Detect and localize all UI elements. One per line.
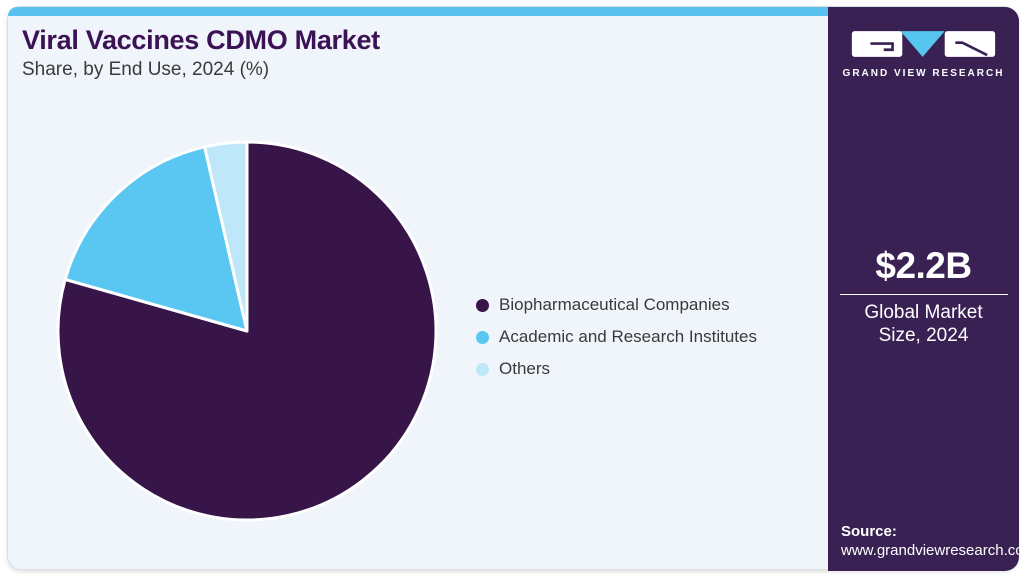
- legend-item: Biopharmaceutical Companies: [476, 289, 757, 321]
- legend-label: Others: [499, 359, 551, 378]
- page-subtitle: Share, by End Use, 2024 (%): [22, 59, 270, 80]
- pie-legend: Biopharmaceutical Companies Academic and…: [476, 289, 757, 385]
- grand-view-research-logo-icon: [851, 31, 996, 57]
- logo-r-box: [944, 31, 996, 57]
- legend-dot: [476, 362, 489, 376]
- pie-chart-container: [55, 139, 439, 523]
- source-label: Source:: [841, 523, 897, 540]
- market-size-label: Global Market Size, 2024: [864, 302, 983, 346]
- logo-v-triangle: [900, 31, 945, 57]
- brand-name: GRAND VIEW RESEARCH: [842, 68, 1005, 79]
- market-size-block: $2.2B Global Market Size, 2024: [828, 245, 1019, 347]
- pie-slice-1: [63, 145, 249, 333]
- logo-r-glyph: [955, 41, 988, 57]
- legend-label: Biopharmaceutical Companies: [499, 295, 730, 314]
- legend-item: Academic and Research Institutes: [476, 321, 757, 353]
- page-title: Viral Vaccines CDMO Market: [22, 25, 380, 55]
- infographic-card: Viral Vaccines CDMO Market Share, by End…: [7, 6, 1025, 571]
- divider: [839, 294, 1008, 295]
- market-size-value: $2.2B: [875, 245, 972, 286]
- sidebar: GRAND VIEW RESEARCH $2.2B Global Market …: [828, 7, 1025, 571]
- pie-slice-2: [203, 140, 249, 333]
- logo-g-glyph: [870, 42, 894, 52]
- brand-logo: GRAND VIEW RESEARCH: [828, 30, 1019, 79]
- top-accent-bar: [8, 7, 828, 16]
- legend-dot: [476, 298, 489, 312]
- legend-label: Academic and Research Institutes: [499, 327, 757, 346]
- legend-item: Others: [476, 353, 757, 385]
- source-block: Source: www.grandviewresearch.com: [841, 523, 1025, 559]
- legend-dot: [476, 330, 489, 344]
- pie-chart: [56, 140, 438, 522]
- source-url: www.grandviewresearch.com: [841, 542, 1025, 559]
